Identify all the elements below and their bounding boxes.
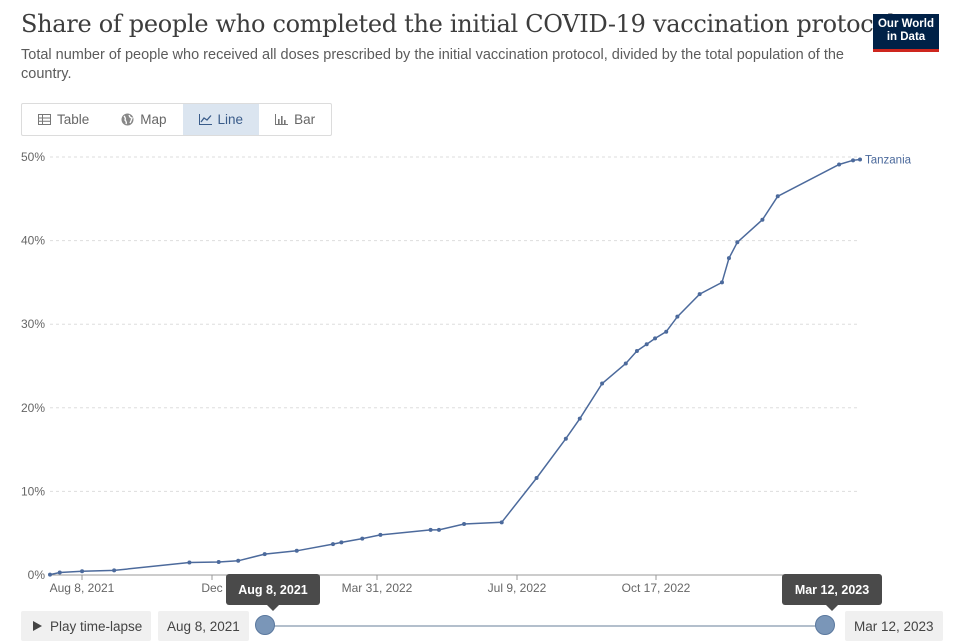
tab-line-label: Line — [217, 112, 244, 127]
view-tabs: Table Map Line Bar — [21, 103, 333, 136]
data-point — [534, 476, 539, 481]
data-point — [675, 314, 680, 319]
data-point — [216, 560, 221, 565]
data-point — [499, 520, 504, 525]
data-point — [664, 329, 669, 334]
data-point — [634, 348, 639, 353]
timeline-start-handle[interactable] — [255, 615, 275, 635]
tab-line[interactable]: Line — [182, 104, 260, 135]
data-point — [563, 436, 568, 441]
data-point — [644, 342, 649, 347]
chart-subtitle: Total number of people who received all … — [21, 47, 844, 82]
data-point — [57, 570, 62, 575]
play-timelapse-label: Play time-lapse — [50, 618, 143, 634]
play-timelapse-button[interactable]: Play time-lapse — [21, 611, 151, 641]
data-point — [735, 240, 740, 245]
timeline-end-tooltip: Mar 12, 2023 — [782, 574, 882, 611]
data-point — [80, 569, 85, 574]
x-tick-label: Dec — [201, 581, 222, 595]
owid-logo[interactable]: Our World in Data — [873, 14, 939, 52]
tab-bar-label: Bar — [294, 112, 316, 127]
data-point — [600, 381, 605, 386]
y-tick-label: 20% — [21, 401, 45, 415]
data-point — [726, 256, 731, 261]
tab-table[interactable]: Table — [22, 104, 105, 135]
logo-line-2: in Data — [886, 31, 926, 43]
tab-table-label: Table — [57, 112, 90, 127]
data-point — [851, 158, 856, 163]
data-point — [719, 280, 724, 285]
logo-line-1: Our World — [877, 18, 934, 30]
tab-map[interactable]: Map — [105, 104, 182, 135]
table-icon — [38, 114, 51, 125]
bar-chart-icon — [275, 114, 289, 125]
play-icon — [33, 619, 42, 634]
data-point — [858, 157, 862, 162]
timeline-start-tooltip: Aug 8, 2021 — [226, 574, 320, 611]
timeline-end-handle[interactable] — [815, 615, 835, 635]
data-point — [837, 162, 842, 167]
data-point — [187, 560, 192, 565]
timeline-end-date[interactable]: Mar 12, 2023 — [845, 611, 943, 641]
series-line-tanzania — [49, 158, 861, 576]
data-point — [294, 548, 299, 553]
data-point — [112, 568, 117, 573]
timeline-track[interactable] — [265, 625, 825, 627]
data-point — [331, 542, 336, 547]
y-tick-label: 10% — [21, 484, 45, 498]
line-chart: 0% 10% 20% 30% 40% 50% Aug 8, 2021 Dec Mar 31, 2… — [21, 150, 912, 595]
series-label: Tanzania — [865, 155, 912, 167]
globe-icon — [121, 113, 134, 126]
x-tick-label: Mar 31, 2022 — [342, 581, 413, 595]
y-tick-label: 50% — [21, 150, 45, 164]
data-point — [697, 292, 702, 297]
data-point — [48, 572, 52, 577]
data-point — [378, 532, 383, 537]
data-point — [653, 336, 658, 341]
data-point — [262, 552, 267, 557]
data-point — [360, 536, 365, 541]
timeline-start-date[interactable]: Aug 8, 2021 — [158, 611, 249, 641]
data-point — [236, 558, 241, 563]
data-point — [775, 194, 780, 199]
x-tick-label: Jul 9, 2022 — [488, 581, 547, 595]
data-point — [339, 540, 344, 545]
data-point — [436, 527, 441, 532]
tab-map-label: Map — [140, 112, 167, 127]
x-tick-label: Aug 8, 2021 — [50, 581, 115, 595]
data-point — [428, 527, 433, 532]
x-tick-label: Oct 17, 2022 — [622, 581, 691, 595]
data-point — [623, 361, 628, 366]
data-point — [577, 416, 582, 421]
tab-bar[interactable]: Bar — [259, 104, 331, 135]
line-chart-icon — [198, 114, 212, 125]
y-tick-label: 30% — [21, 317, 45, 331]
data-point — [760, 217, 765, 222]
y-tick-label: 0% — [28, 568, 46, 582]
chart-title: Share of people who completed the initia… — [21, 10, 895, 38]
data-point — [462, 522, 467, 527]
y-tick-label: 40% — [21, 234, 45, 248]
